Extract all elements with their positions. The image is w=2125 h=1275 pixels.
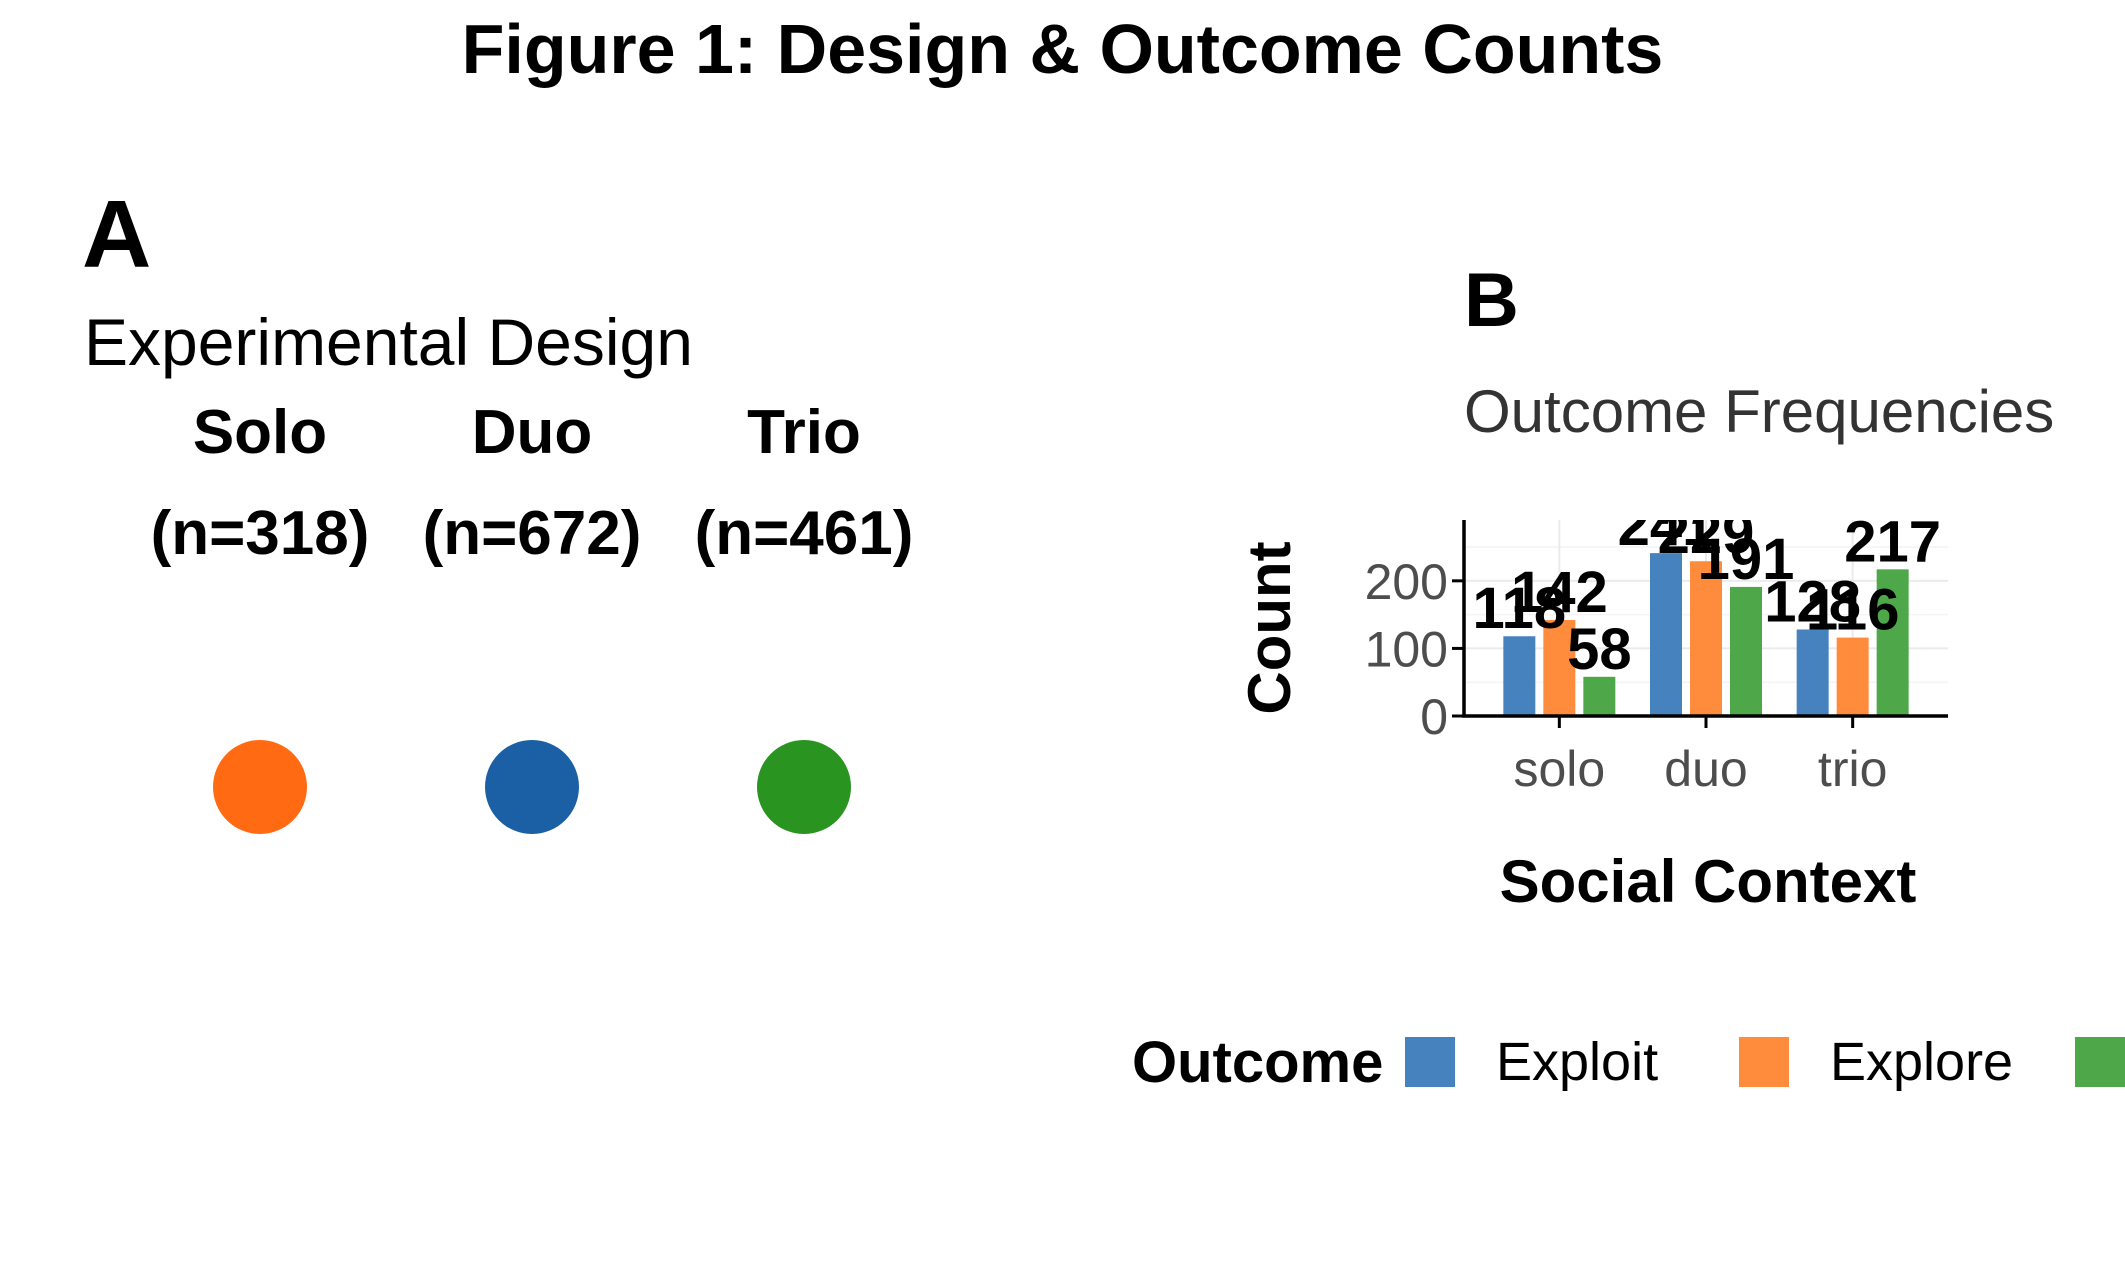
data-label-solo-2: 142 <box>1511 560 1608 625</box>
x-tick-label-solo: solo <box>1513 741 1605 797</box>
y-tick-label-100: 100 <box>1365 621 1448 677</box>
condition-n-duo: (n=672) <box>422 499 642 568</box>
legend-key-exploit <box>1405 1037 1455 1087</box>
condition-dot-trio <box>757 740 851 834</box>
data-label-solo-3: 58 <box>1567 617 1632 682</box>
data-label-duo-3: 191 <box>1698 527 1795 592</box>
x-tick-label-trio: trio <box>1818 741 1887 797</box>
panel-a-title: Experimental Design <box>84 305 693 379</box>
bar-exploit-solo <box>1503 636 1536 716</box>
bar-series-3-trio <box>1876 569 1909 716</box>
bar-explore-trio <box>1836 637 1869 716</box>
legend-key-series-3 <box>2075 1037 2125 1087</box>
y-axis-title: Count <box>1236 541 1303 714</box>
data-label-duo-2: 229 <box>1658 501 1755 566</box>
condition-label-solo: Solo <box>192 398 328 467</box>
data-label-trio-2: 116 <box>1806 578 1900 643</box>
figure-title: Figure 1: Design & Outcome Counts <box>461 10 1664 88</box>
bar-series-3-duo <box>1730 586 1762 716</box>
condition-dot-duo <box>485 740 579 834</box>
x-tick-label-duo: duo <box>1664 741 1747 797</box>
legend-title: Outcome <box>1132 1030 1384 1095</box>
data-label-duo-1: 241 <box>1618 493 1715 558</box>
panel-b-tag: B <box>1464 258 1519 343</box>
data-label-trio-1: 128 <box>1764 569 1861 634</box>
data-label-solo-1: 118 <box>1473 576 1567 641</box>
data-label-trio-3: 217 <box>1844 509 1941 574</box>
condition-label-duo: Duo <box>471 398 593 467</box>
bar-exploit-trio <box>1796 629 1829 716</box>
bar-explore-duo <box>1690 561 1722 716</box>
condition-label-trio: Trio <box>747 398 861 467</box>
bar-exploit-duo <box>1650 553 1682 716</box>
data-labels: 118 241 128 142 229 116 58 191 217 <box>1473 493 1942 682</box>
legend-label-explore: Explore <box>1830 1032 2014 1092</box>
condition-n-trio: (n=461) <box>694 499 914 568</box>
bar-explore-solo <box>1543 620 1576 716</box>
y-tick-label-0: 0 <box>1420 689 1448 745</box>
bar-series-3-solo <box>1583 676 1616 716</box>
panel-a-tag: A <box>82 181 152 288</box>
legend-label-exploit: Exploit <box>1496 1032 1659 1092</box>
legend-key-explore <box>1739 1037 1789 1087</box>
panel-b-title: Outcome Frequencies <box>1464 378 2055 445</box>
y-tick-label-200: 200 <box>1365 554 1448 610</box>
condition-n-solo: (n=318) <box>150 499 370 568</box>
x-axis-title: Social Context <box>1500 848 1917 915</box>
condition-dot-solo <box>213 740 307 834</box>
